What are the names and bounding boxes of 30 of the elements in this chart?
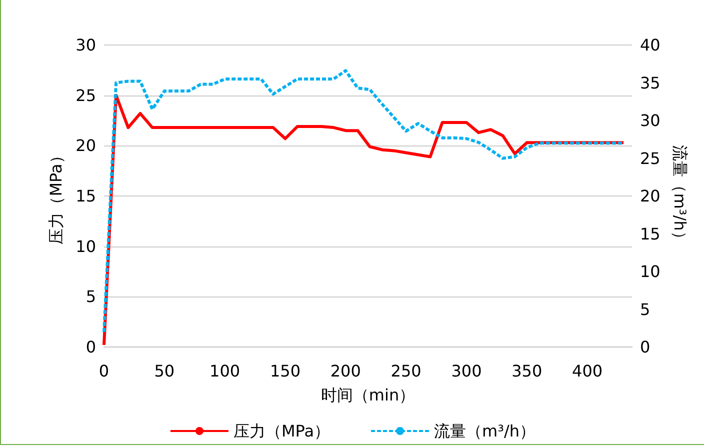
y-tick-label: 10 [76, 236, 96, 256]
y2-tick-label: 20 [640, 186, 660, 206]
y-tick-label: 0 [86, 338, 96, 356]
x-tick-label: 250 [390, 362, 422, 380]
x-tick-label: 0 [98, 362, 110, 380]
y-tick-label: 30 [76, 36, 96, 54]
y2-tick-label: 10 [640, 262, 660, 281]
y-axis-title: 压力（MPa） [46, 148, 66, 244]
y2-tick-label: 5 [640, 300, 650, 319]
y2-tick-label: 40 [640, 36, 660, 54]
legend-label: 流量（m³/h） [434, 422, 536, 440]
x-axis-title: 时间（min） [320, 386, 416, 404]
y2-axis-title: 流量（m³/h） [670, 145, 690, 247]
legend-label: 压力（MPa） [233, 422, 330, 440]
x-tick-label: 350 [512, 362, 542, 380]
y2-tick-label: 35 [640, 73, 660, 92]
y-tick-label: 20 [76, 136, 96, 156]
x-tick-label: 50 [154, 362, 175, 380]
x-tick-label: 400 [572, 362, 603, 380]
y2-tick-label: 25 [640, 148, 660, 168]
y-tick-label: 15 [76, 186, 96, 206]
y2-tick-label: 15 [640, 224, 660, 244]
y2-tick-label: 0 [640, 338, 650, 356]
y2-tick-label: 30 [640, 111, 660, 130]
x-tick-label: 300 [451, 362, 482, 380]
y-tick-label: 5 [86, 287, 96, 306]
x-tick-label: 150 [270, 362, 301, 380]
x-tick-label: 100 [210, 362, 240, 380]
y-tick-label: 25 [76, 86, 96, 105]
x-tick-label: 200 [330, 362, 361, 380]
